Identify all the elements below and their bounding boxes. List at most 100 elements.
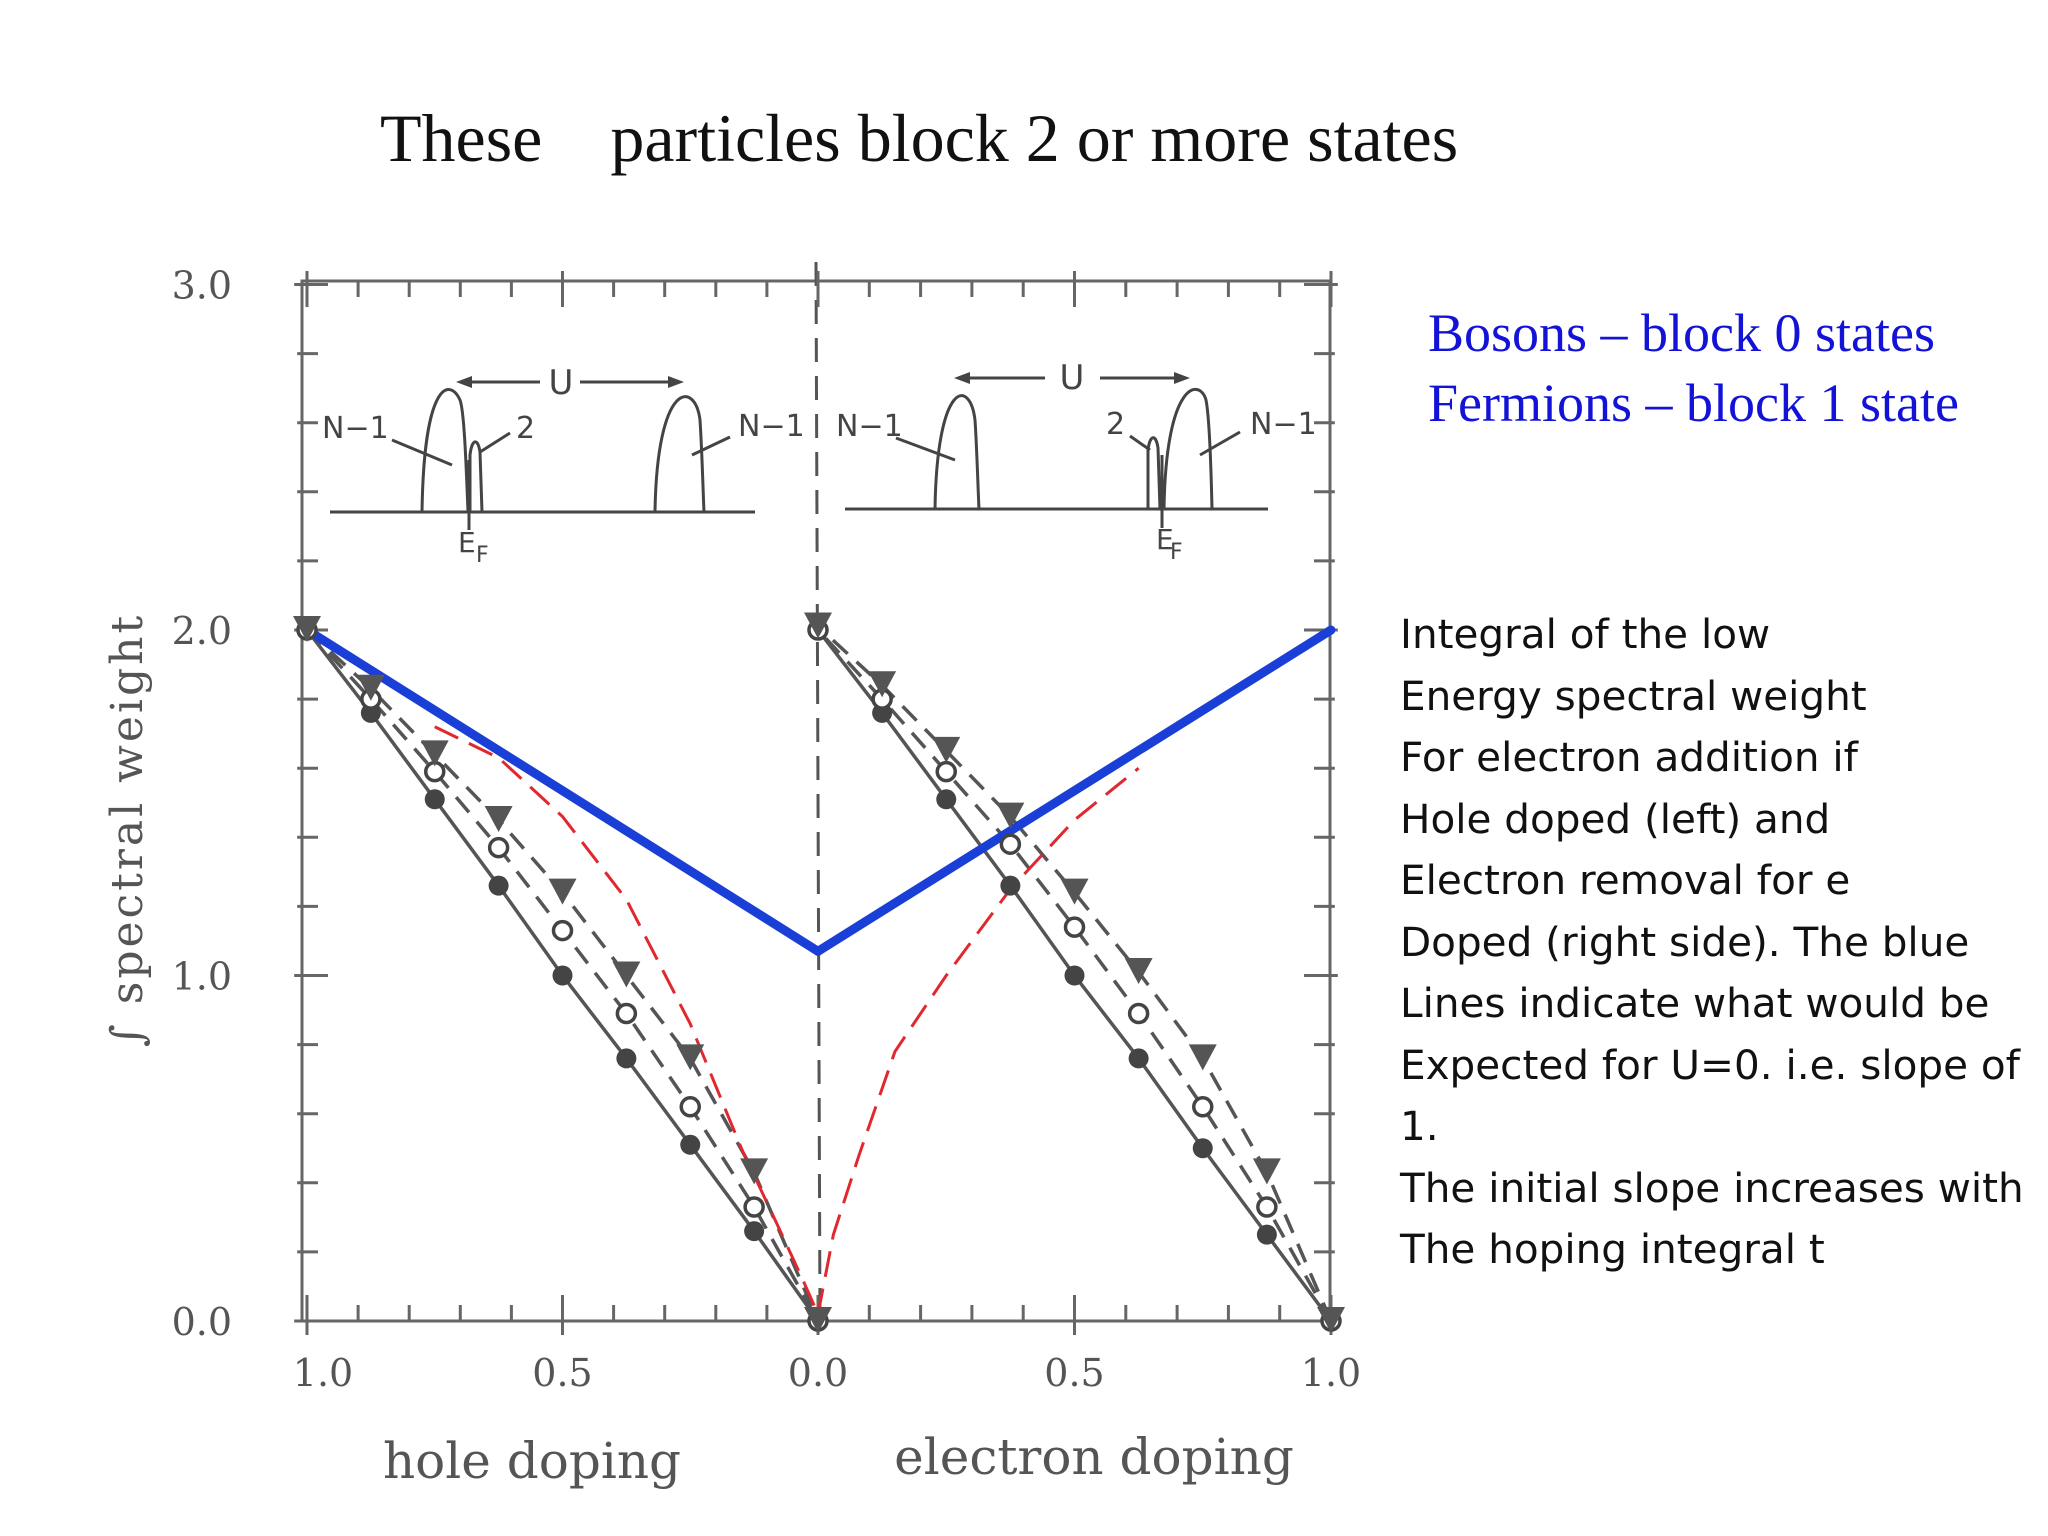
slide-title: These particles block 2 or more states [380,100,1459,176]
data-point-filled-circle [1128,1048,1149,1069]
note-line: The initial slope increases with [1400,1163,2024,1212]
note-line: The hoping integral t [1400,1225,1825,1273]
inset-electron-doped [845,376,1268,528]
x-tick-label: 0.0 [788,1351,848,1395]
data-point-filled-triangle [1124,958,1153,985]
inset-pointer-left-3 [691,435,731,457]
data-point-open-circle [1256,1196,1278,1218]
inset-pointer-right-3 [1199,430,1241,457]
data-point-filled-triangle [420,740,449,767]
data-point-open-circle [487,836,510,859]
inset-band-n1-upper-right [1162,387,1214,510]
data-point-filled-triangle [484,806,513,833]
data-point-open-circle [1192,1096,1214,1118]
data-point-filled-triangle [740,1158,769,1185]
inset-two-label-right: 2 [1106,407,1125,442]
note-line: For electron addition if [1400,733,1858,781]
inset-ef-label-right: E [1156,523,1174,556]
inset-u-label-left: U [549,363,574,403]
y-tick-label: 3.0 [172,264,232,308]
inset-band-small-left [468,440,484,513]
legend-line-bosons: Bosons – block 0 states [1428,303,1935,363]
data-point-open-circle [743,1196,765,1218]
inset-n1-label-right-1: N−1 [836,409,903,444]
inset-pointer-left-1 [391,438,453,467]
y-tick-label: 1.0 [172,955,232,999]
data-point-filled-triangle [356,674,385,701]
note-line: Integral of the low [1400,610,1771,658]
data-point-open-circle [1063,916,1086,938]
data-point-open-circle [935,760,957,783]
note-line: Electron removal for e [1400,856,1851,904]
data-markers-layer [293,612,1345,1333]
data-point-open-circle [615,1002,638,1025]
center-divider-line [814,261,822,1322]
data-point-filled-circle [552,965,573,986]
series-line-filled-triangle-electron [816,625,1333,1322]
data-point-filled-triangle [996,802,1025,829]
note-line: Lines indicate what would be [1400,979,1990,1027]
inset-pointer-left-2 [479,431,511,454]
inset-n1-label-left-2: N−1 [738,409,805,444]
data-point-filled-triangle [1188,1044,1217,1071]
inset-band-n1-lower-left [420,388,470,513]
data-point-filled-triangle [932,736,961,763]
inset-band-n1-upper-left [653,395,706,513]
data-point-filled-circle [1000,875,1021,896]
data-point-filled-circle [680,1134,701,1155]
inset-ef-sub-right: F [1170,540,1183,565]
note-line: Hole doped (left) and [1400,794,1831,843]
data-point-filled-circle [1256,1224,1277,1245]
red-dashed-curve-electron [816,767,1140,1315]
x-axis-label-electron: electron doping [894,1428,1294,1486]
data-point-filled-circle [744,1221,765,1242]
inset-band-n1-lower-right [933,394,981,510]
data-point-filled-triangle [676,1044,705,1071]
data-point-filled-triangle [1252,1158,1281,1185]
data-point-filled-triangle [804,1307,832,1333]
data-point-open-circle [551,919,574,942]
x-tick-labels: 1.0 0.5 0.0 0.5 1.0 [293,1351,1361,1395]
data-point-filled-triangle [868,671,897,698]
x-axis-label-hole: hole doping [383,1432,681,1490]
series-line-open-circle-electron [816,628,1333,1322]
legend-line-fermions: Fermions – block 1 state [1428,373,1959,433]
note-line: Expected for U=0. i.e. slope of [1400,1040,2020,1089]
y-tick-labels: 0.0 1.0 2.0 3.0 [172,264,232,1345]
data-point-open-circle [999,833,1022,855]
data-point-filled-circle [616,1048,637,1069]
note-line: 1. [1400,1102,1439,1150]
data-point-filled-triangle [548,878,577,905]
explanation-note: Integral of the low Energy spectral weig… [1400,604,2040,1281]
inset-arrowhead-left-2 [668,376,684,388]
data-point-open-circle [1127,1002,1150,1025]
inset-ef-sub-left: F [476,543,489,568]
y-axis-label: ∫ spectral weight [102,613,153,1047]
inset-n1-label-right-2: N−1 [1250,407,1317,442]
inset-pointer-right-2 [1129,434,1151,452]
data-point-filled-circle [1192,1138,1213,1159]
inset-hole-arrowheads [456,376,684,388]
blue-u0-line-electron [813,625,1336,956]
inset-u-label-right: U [1060,358,1085,398]
data-point-open-circle [679,1096,701,1118]
inset-pointer-right-1 [895,436,956,462]
y-tick-label: 2.0 [172,609,232,653]
note-line: Doped (right side). The blue [1400,917,1970,966]
data-point-filled-triangle [293,616,321,642]
data-point-filled-circle [936,789,957,810]
data-point-filled-circle [424,789,445,810]
inset-n1-label-left-1: N−1 [322,411,389,446]
x-tick-label: 1.0 [293,1351,353,1395]
data-point-filled-triangle [1060,878,1089,905]
data-point-filled-triangle [804,612,832,639]
data-point-filled-circle [1064,965,1085,986]
inset-hole-doped [330,380,755,530]
note-line: Energy spectral weight [1400,671,1867,720]
inset-arrowhead-left-1 [456,376,472,388]
inset-electron-arrowheads [954,372,1190,384]
blue-u0-line-hole [302,625,823,956]
x-tick-label: 1.0 [1301,1351,1361,1395]
data-point-filled-circle [488,875,509,896]
